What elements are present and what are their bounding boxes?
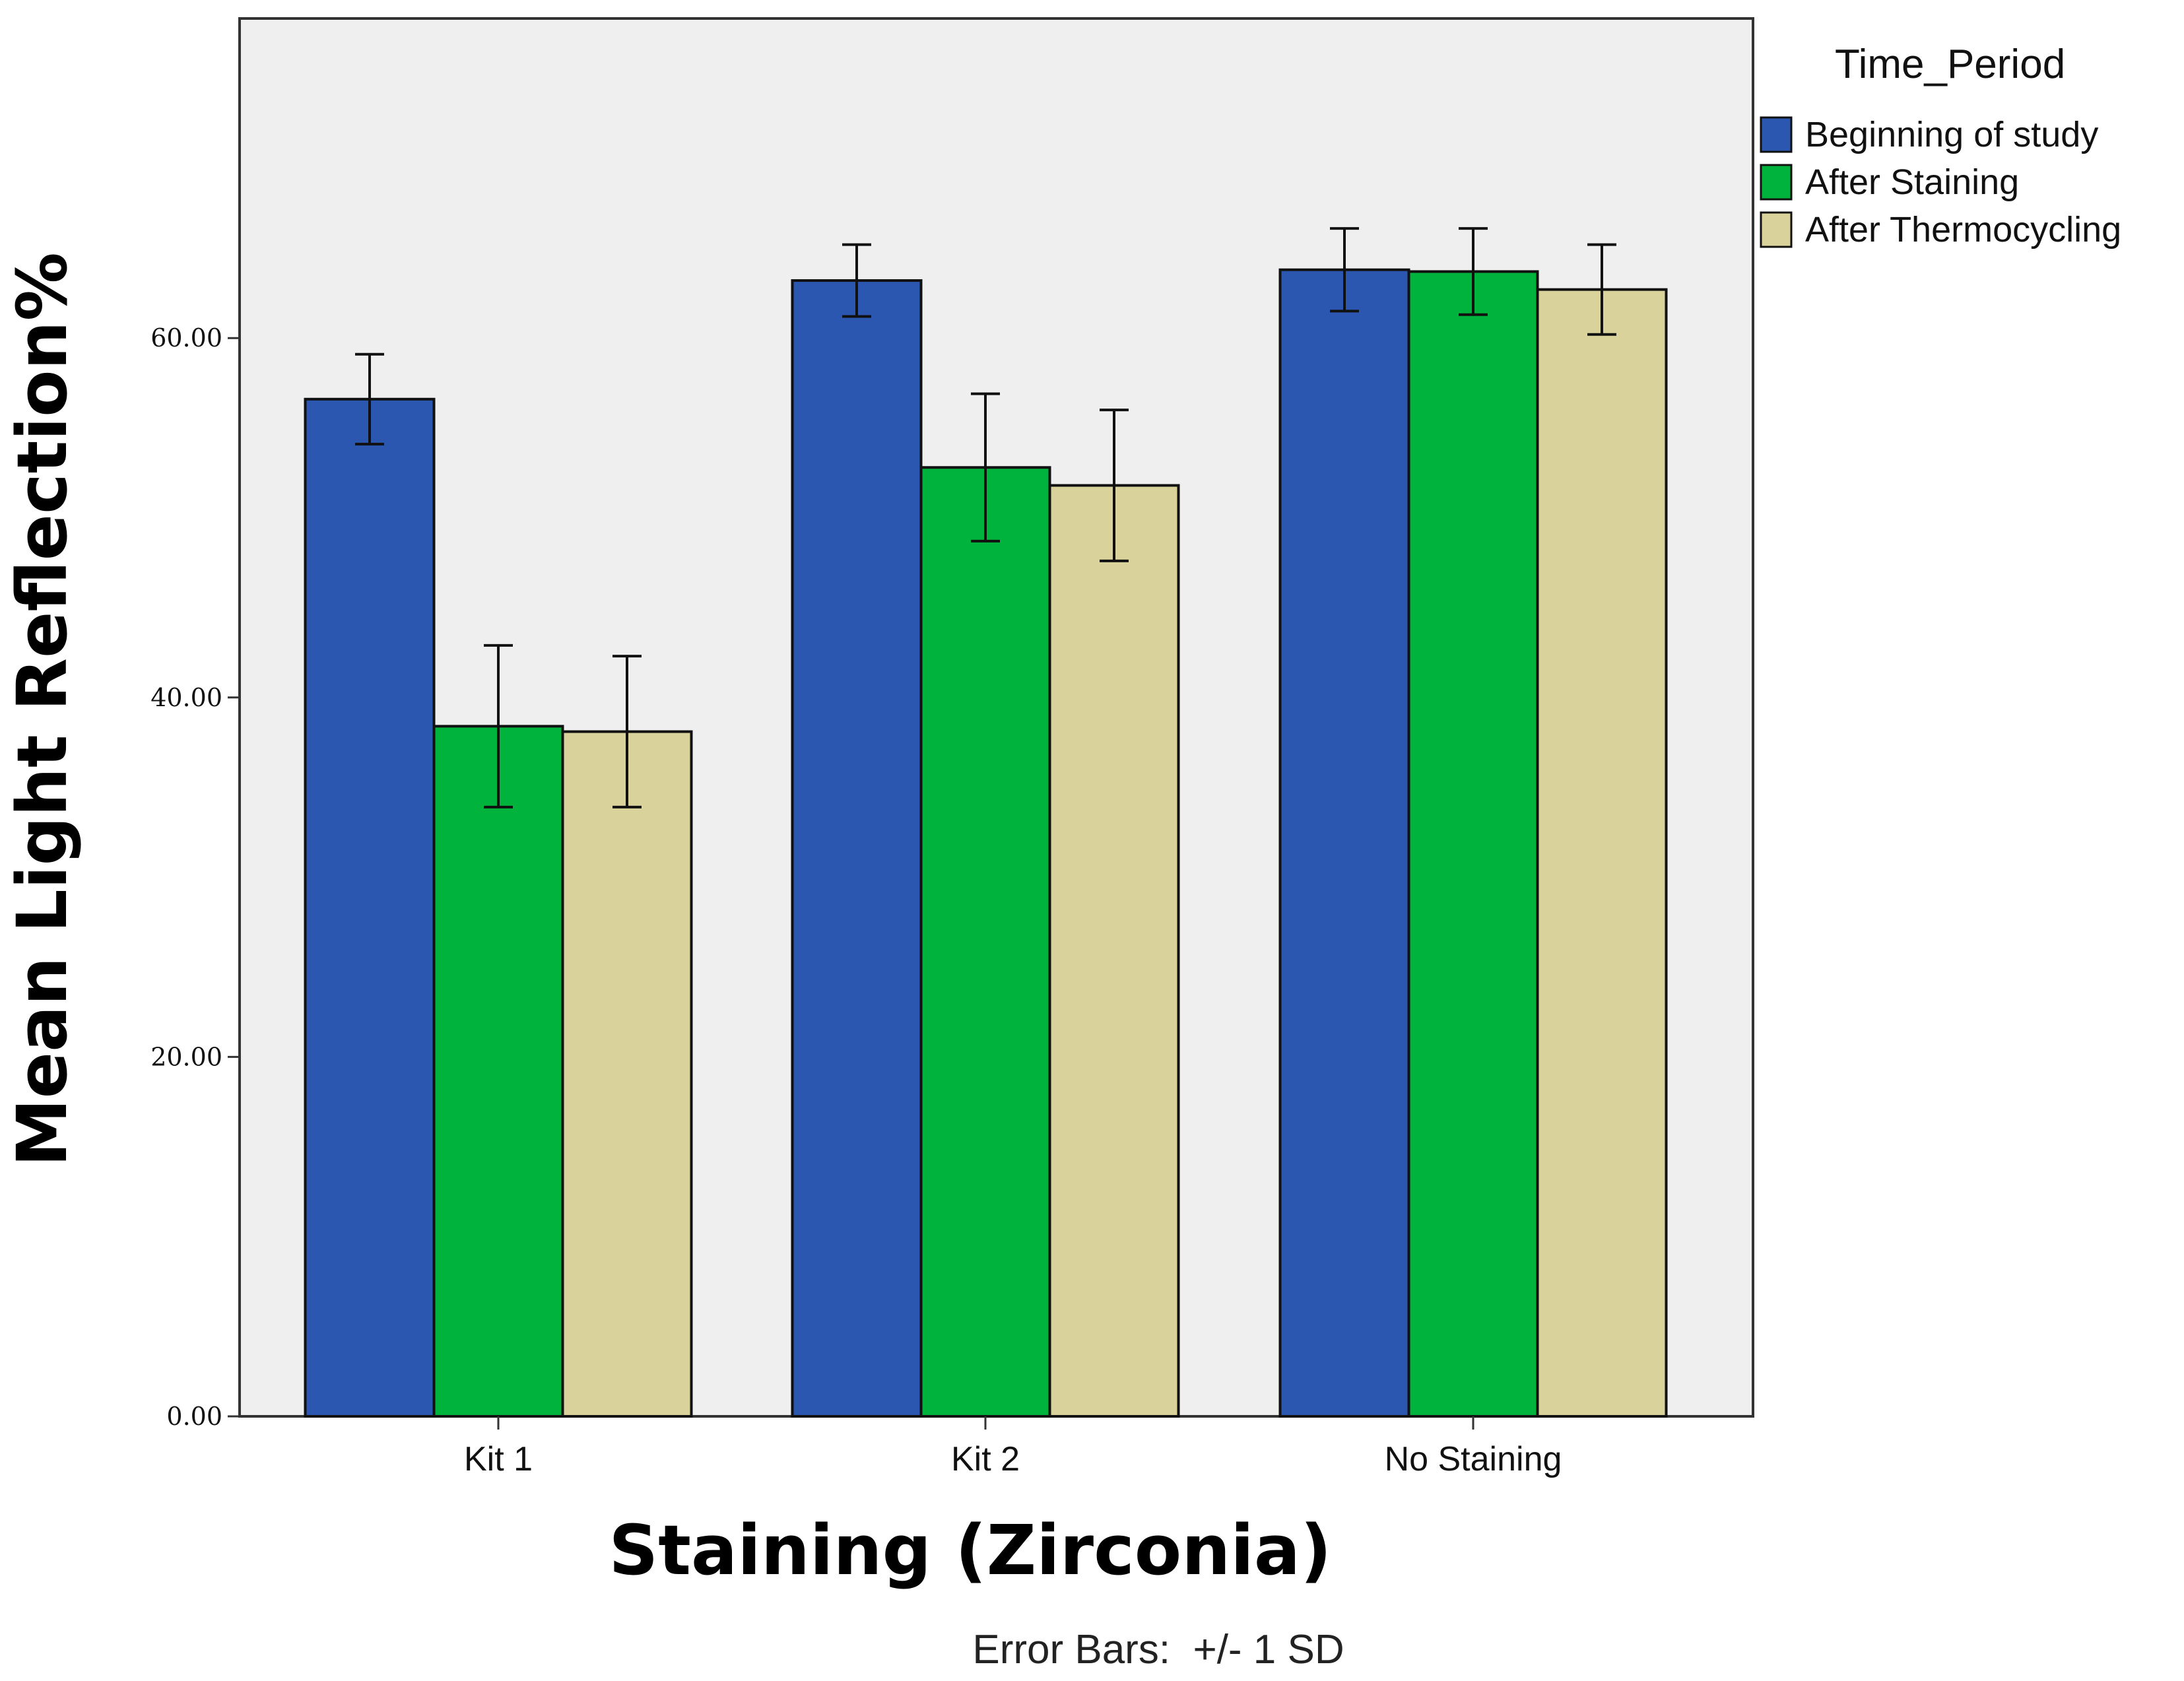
bar-kit-1-beginning-of-study [304, 397, 436, 1418]
bar-no-staining-after-staining [1407, 270, 1539, 1418]
bar-no-staining-beginning-of-study [1278, 268, 1410, 1418]
error-bar-note: Error Bars: +/- 1 SD [972, 1627, 1344, 1672]
legend-label: After Staining [1805, 162, 2019, 202]
bar-kit-2-beginning-of-study [791, 279, 923, 1418]
y-tick-label: 20.00 [150, 1042, 222, 1071]
x-tick-label: Kit 1 [464, 1440, 533, 1478]
bar-no-staining-after-thermocycling [1536, 288, 1668, 1418]
x-tick-label: No Staining [1385, 1440, 1562, 1478]
bar-kit-2-after-staining [919, 466, 1051, 1418]
x-axis-title: Staining (Zirconia) [609, 1510, 1331, 1591]
legend-swatch [1760, 211, 1793, 248]
legend: Time_Period Beginning of study After Stai… [1760, 42, 2121, 249]
x-tick-label: Kit 2 [951, 1440, 1020, 1478]
y-tick-label: 0.00 [166, 1402, 222, 1431]
y-tick-label: 40.00 [150, 683, 222, 712]
legend-swatch [1760, 164, 1793, 201]
legend-title: Time_Period [1835, 42, 2065, 87]
legend-label: After Thermocycling [1805, 210, 2121, 249]
bar-kit-1-after-staining [432, 725, 564, 1418]
y-axis-title: Mean Light Reflection% [2, 252, 83, 1167]
y-tick-label: 60.00 [150, 323, 222, 352]
legend-swatch [1760, 116, 1793, 153]
bar-kit-1-after-thermocycling [561, 730, 693, 1418]
bar-kit-2-after-thermocycling [1048, 484, 1180, 1418]
legend-label: Beginning of study [1805, 115, 2098, 154]
